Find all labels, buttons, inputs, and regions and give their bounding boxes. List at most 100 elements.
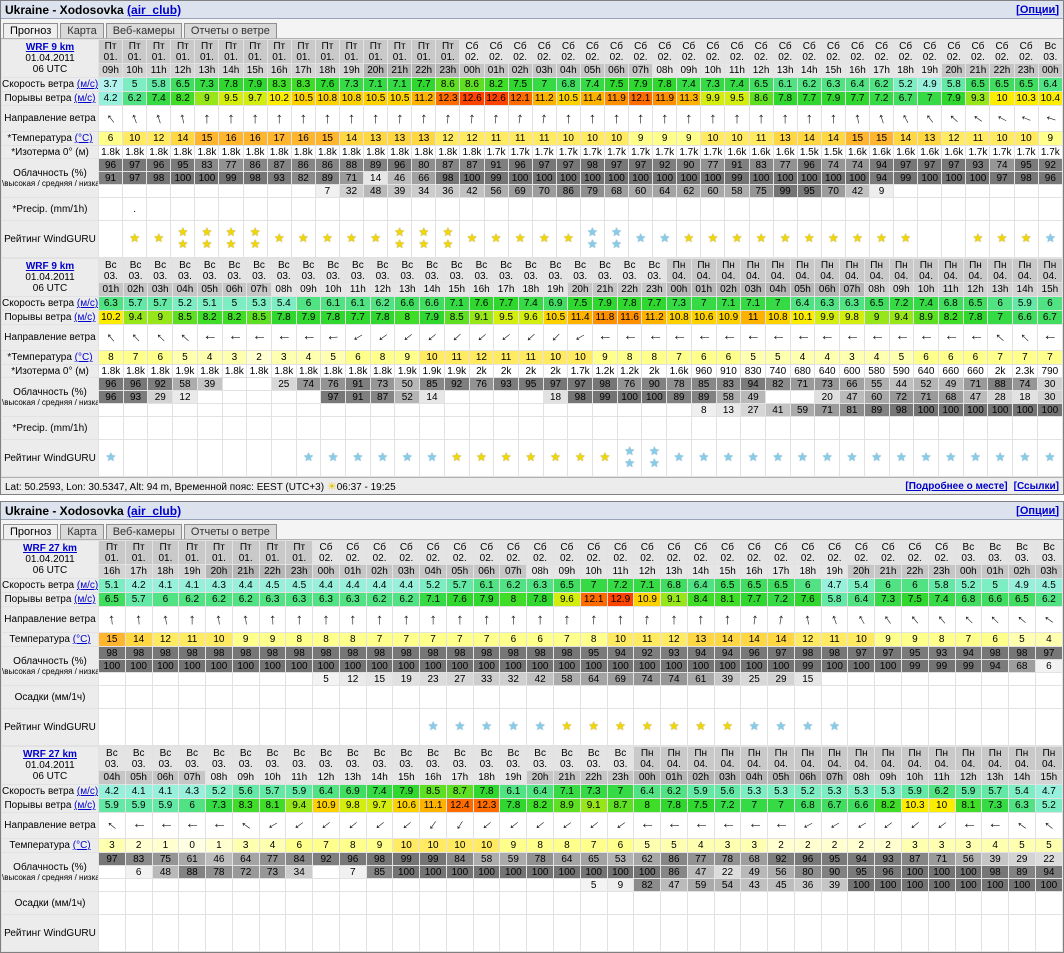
wind-gusts-cell: 10.3 [900, 798, 929, 813]
cloud-low-cell: 69 [606, 672, 635, 686]
precip-cell [676, 197, 702, 221]
precip-cell [231, 891, 260, 915]
cloud-mid-cell: 89 [666, 390, 692, 404]
wind-speed-cell: 5.9 [900, 784, 929, 799]
tab-wind-reports[interactable]: Отчеты о ветре [183, 23, 277, 38]
model-link[interactable]: WRF 9 km [25, 261, 75, 272]
cloud-high-cell: 97 [628, 158, 654, 172]
rating-cell [172, 439, 198, 477]
wind-direction-arrow-icon: ↑ [733, 110, 741, 127]
temp-unit-link[interactable]: (°C) [72, 634, 91, 645]
speed-unit-link[interactable]: (м/с) [76, 79, 99, 90]
gusts-unit-link[interactable]: (м/с) [74, 800, 96, 811]
model-link[interactable]: WRF 27 km [23, 543, 77, 554]
wind-direction-cell: ↑ [567, 324, 594, 351]
temperature-cell: 15 [98, 632, 126, 647]
cloud-mid-cell: 100 [917, 171, 943, 185]
precip-cell [844, 197, 871, 221]
day-header-cell: Вс 03. [258, 746, 287, 771]
isotherm-cell: 1.9k [394, 364, 421, 378]
temp-unit-link[interactable]: (°C) [74, 352, 93, 363]
precip-cell [246, 416, 272, 440]
spot-link[interactable]: (air_club) [127, 2, 182, 17]
windguru-rating-star-icon: ★ [803, 231, 815, 245]
wind-gusts-cell: 8.2 [937, 310, 964, 325]
cloud-low-cell: 45 [767, 878, 795, 892]
wind-gusts-cell: 9.5 [493, 310, 519, 325]
wind-direction-arrow-icon: ↑ [645, 333, 663, 342]
gusts-unit-link[interactable]: (м/с) [74, 93, 96, 104]
wind-direction-arrow-icon: ↑ [397, 817, 416, 834]
rating-cell: ★ [987, 439, 1014, 477]
tab-map[interactable]: Карта [60, 23, 104, 38]
cloud-low-cell: 98 [888, 403, 915, 417]
wind-speed-cell: 6.9 [338, 784, 367, 799]
day-header-cell: Пт 01. [285, 540, 314, 565]
tab-forecast[interactable]: Прогноз [3, 23, 59, 38]
cloud-low-cell [205, 672, 233, 686]
tab-map[interactable]: Карта [60, 524, 104, 539]
wind-gusts-cell: 10 [989, 91, 1015, 106]
hour-header-cell: 09h [676, 63, 702, 78]
wind-gusts-cell: 9.9 [700, 91, 726, 106]
tab-forecast[interactable]: Прогноз [3, 524, 59, 539]
hour-header-cell: 18h [472, 770, 501, 785]
spot-details-link[interactable]: [Подробнее о месте] [905, 480, 1008, 492]
cloud-mid-cell: 34 [285, 865, 314, 879]
gusts-unit-link[interactable]: (м/с) [74, 312, 96, 323]
windguru-rating-star-icon: ★ [587, 225, 598, 239]
cloud-high-cell: 97 [874, 646, 902, 660]
cloud-low-cell [616, 403, 643, 417]
gusts-unit-link[interactable]: (м/с) [74, 594, 96, 605]
hour-header-cell: 13h [987, 282, 1014, 297]
cloud-high-cell: 75 [151, 852, 180, 866]
wind-direction-arrow-icon: ↑ [504, 817, 523, 834]
tab-wind-reports[interactable]: Отчеты о ветре [183, 524, 277, 539]
temperature-cell: 6 [937, 350, 964, 365]
windguru-rating-star-icon: ★ [587, 237, 598, 251]
model-link[interactable]: WRF 9 km [25, 42, 75, 53]
wind-gusts-cell: 6.2 [365, 592, 394, 607]
hour-header-cell: 11h [285, 770, 314, 785]
rating-cell: ★ [628, 220, 654, 258]
speed-unit-link[interactable]: (м/с) [76, 580, 99, 591]
wind-gusts-cell: 4.2 [97, 91, 124, 106]
windguru-rating-star-icon: ★ [641, 719, 653, 733]
model-link[interactable]: WRF 27 km [23, 749, 77, 760]
wind-direction-arrow-icon: ↑ [295, 611, 303, 628]
wind-direction-arrow-icon: ↑ [536, 611, 544, 628]
wind-gusts-cell: 8.2 [221, 310, 248, 325]
forecast-table: WRF 9 km 01.04.2011 06 UTC Вс 03. Вс 03. Вс 03. В… [1, 258, 1064, 477]
wind-direction-arrow-icon: ↑ [1016, 111, 1036, 126]
links-link[interactable]: [Ссылки] [1013, 480, 1059, 492]
wind-direction-arrow-icon: ↑ [878, 817, 898, 834]
spot-link[interactable]: (air_club) [127, 503, 182, 518]
precip-cell [633, 891, 662, 915]
day-header-cell: Пн 04. [814, 258, 841, 283]
cloud-low-cell [1008, 672, 1036, 686]
windguru-rating-star-icon: ★ [476, 450, 487, 464]
cloud-mid-cell: 100 [472, 865, 501, 879]
temperature-cell: 8 [526, 838, 555, 853]
cloud-mid-cell [443, 390, 470, 404]
options-link[interactable]: [Опции] [1016, 3, 1059, 16]
wind-speed-cell: 8.3 [290, 77, 316, 92]
wind-direction-arrow-icon: ↑ [660, 110, 669, 127]
temperature-cell: 10 [472, 838, 501, 853]
temperature-label: Температура (°C) [1, 632, 99, 647]
wind-speed-cell: 6.1 [472, 578, 501, 593]
cloud-low-cell [312, 878, 340, 892]
options-link[interactable]: [Опции] [1016, 504, 1059, 517]
speed-unit-link[interactable]: (м/с) [76, 298, 99, 309]
day-header-cell: Пн 04. [987, 258, 1014, 283]
wind-gusts-cell: 6.3 [1008, 798, 1036, 813]
temp-unit-link[interactable]: (°C) [72, 840, 91, 851]
tab-webcams[interactable]: Веб-камеры [105, 23, 182, 38]
wind-direction-cell: ↑ [196, 324, 223, 351]
wind-gusts-cell: 6.5 [1008, 592, 1036, 607]
cloud-low-cell: 8 [690, 403, 717, 417]
speed-unit-link[interactable]: (м/с) [76, 786, 99, 797]
tab-webcams[interactable]: Веб-камеры [105, 524, 182, 539]
temp-unit-link[interactable]: (°C) [74, 133, 93, 144]
cloud-mid-cell: 93 [122, 390, 149, 404]
